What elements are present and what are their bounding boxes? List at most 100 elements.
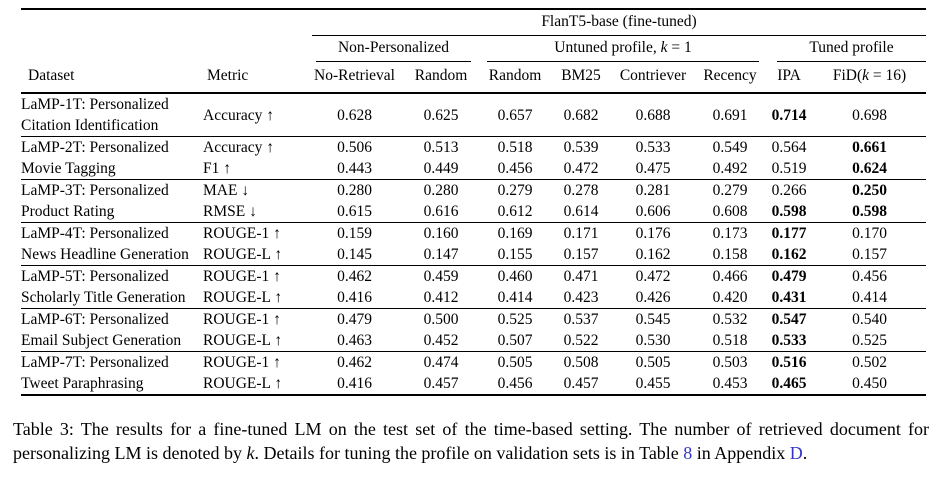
- value-cell: 0.539 0.472: [551, 136, 611, 180]
- value-cell: 0.502 0.450: [813, 351, 926, 395]
- metric-value: 0.456: [497, 160, 533, 177]
- text-part: BM25: [561, 67, 601, 84]
- value-cell: 0.474 0.457: [403, 351, 479, 395]
- appendix-d-link[interactable]: D: [789, 443, 803, 463]
- dataset-name-line: Tweet Paraphrasing: [21, 375, 144, 392]
- metric-value: 0.519: [771, 160, 807, 177]
- metric-value: 0.471: [563, 268, 599, 285]
- text-part: = 1: [667, 39, 692, 56]
- metric-value: 0.606: [635, 203, 671, 220]
- metric-value: 0.522: [563, 332, 599, 349]
- text-part: k: [660, 39, 668, 56]
- table-row: LaMP-7T: Personalized Tweet Paraphrasing R…: [21, 351, 926, 395]
- paper-page: FlanT5-base (fine-tuned) Non-Personalize…: [0, 8, 940, 498]
- metric-value: 0.616: [423, 203, 459, 220]
- metric-value: 0.472: [635, 268, 671, 285]
- metric-value: 0.159: [337, 225, 372, 242]
- table-row: LaMP-1T: Personalized Citation Identifica…: [21, 93, 926, 137]
- value-cell: 0.466 0.420: [695, 265, 765, 309]
- text-part: Table 3: The results for a fine-tuned LM…: [13, 419, 929, 463]
- metric-cell: ROUGE-1 ↑ ROUGE-L ↑: [203, 265, 306, 309]
- value-cell: 0.500 0.452: [403, 308, 479, 352]
- group-header-cell: Untuned profile, k = 1: [479, 36, 765, 62]
- metric-value: 0.530: [635, 332, 671, 349]
- value-cell: 0.506 0.443: [306, 136, 403, 180]
- metric-value: 0.177: [771, 225, 807, 242]
- metric-value: 0.615: [337, 203, 372, 220]
- text-part: No-Retrieval: [314, 67, 395, 84]
- value-cell: 0.462 0.416: [306, 351, 403, 395]
- metric-value: 0.416: [337, 289, 372, 306]
- dataset-cell: LaMP-3T: Personalized Product Rating: [21, 179, 203, 223]
- value-cell: 0.160 0.147: [403, 222, 479, 266]
- corner-spacer: [21, 9, 306, 36]
- metric-value: 0.162: [771, 246, 807, 263]
- metric-value: 0.457: [423, 375, 459, 392]
- text-part: Non-Personalized: [337, 39, 450, 56]
- dataset-name-line: Scholarly Title Generation: [21, 289, 186, 306]
- table-header: FlanT5-base (fine-tuned) Non-Personalize…: [21, 9, 926, 94]
- model-header-row: FlanT5-base (fine-tuned): [21, 9, 926, 36]
- text-part: . Details for tuning the profile on vali…: [254, 443, 684, 463]
- value-cell: 0.513 0.449: [403, 136, 479, 180]
- text-part: Untuned profile,: [554, 39, 661, 56]
- dataset-name-line: LaMP-5T: Personalized: [21, 268, 169, 285]
- metric-value: 0.479: [771, 268, 807, 285]
- dataset-name-line: LaMP-7T: Personalized: [21, 354, 169, 371]
- value-cell: 0.564 0.519: [765, 136, 813, 180]
- metric-cell: Accuracy ↑ F1 ↑: [203, 136, 306, 180]
- metric-value: 0.564: [771, 139, 807, 156]
- metric-label: MAE ↓: [203, 182, 250, 199]
- dataset-cell: LaMP-1T: Personalized Citation Identifica…: [21, 93, 203, 137]
- metric-value: 0.533: [771, 332, 807, 349]
- metric-value: 0.507: [497, 332, 533, 349]
- metric-value: 0.537: [563, 311, 599, 328]
- table-caption: Table 3: The results for a fine-tuned LM…: [13, 417, 929, 465]
- metric-value: 0.598: [852, 203, 887, 220]
- metric-value: 0.462: [337, 354, 372, 371]
- dataset-name-line: LaMP-6T: Personalized: [21, 311, 169, 328]
- metric-value: 0.691: [712, 106, 748, 124]
- metric-value: 0.475: [635, 160, 671, 177]
- value-cell: 0.505 0.456: [479, 351, 551, 395]
- metric-value: 0.505: [635, 354, 671, 371]
- metric-value: 0.280: [337, 182, 372, 199]
- metric-value: 0.492: [712, 160, 748, 177]
- metric-value: 0.158: [712, 246, 748, 263]
- table-8-link[interactable]: 8: [683, 443, 693, 463]
- table-row: LaMP-4T: Personalized News Headline Gener…: [21, 222, 926, 266]
- metric-value: 0.549: [712, 139, 748, 156]
- col-random: Random: [479, 62, 551, 94]
- metric-value: 0.614: [563, 203, 599, 220]
- value-cell: 0.281 0.606: [611, 179, 695, 223]
- metric-value: 0.455: [635, 375, 671, 392]
- dataset-cell: LaMP-6T: Personalized Email Subject Gener…: [21, 308, 203, 352]
- col-bm25: BM25: [551, 62, 611, 94]
- dataset-name-line: Citation Identification: [21, 117, 159, 134]
- value-cell: 0.280 0.615: [306, 179, 403, 223]
- group-header-label: Untuned profile, k = 1: [487, 36, 759, 62]
- metric-value: 0.449: [423, 160, 459, 177]
- dataset-name-line: News Headline Generation: [21, 246, 189, 263]
- value-cell: 0.549 0.492: [695, 136, 765, 180]
- col-dataset: Dataset: [21, 62, 203, 94]
- metric-value: 0.278: [563, 182, 599, 199]
- metric-value: 0.460: [497, 268, 533, 285]
- metric-value: 0.170: [852, 225, 887, 242]
- metric-value: 0.682: [563, 106, 599, 124]
- metric-cell: Accuracy ↑: [203, 93, 306, 137]
- value-cell: 0.250 0.598: [813, 179, 926, 223]
- dataset-name-line: LaMP-4T: Personalized: [21, 225, 169, 242]
- metric-value: 0.474: [423, 354, 459, 371]
- metric-value: 0.176: [635, 225, 671, 242]
- dataset-name-line: Email Subject Generation: [21, 332, 182, 349]
- metric-value: 0.155: [497, 246, 533, 263]
- dataset-name-line: Movie Tagging: [21, 160, 116, 177]
- metric-value: 0.547: [771, 311, 807, 328]
- value-cell: 0.691: [695, 93, 765, 137]
- value-cell: 0.479 0.431: [765, 265, 813, 309]
- col-no-retrieval: No-Retrieval: [306, 62, 403, 94]
- table-row: LaMP-6T: Personalized Email Subject Gener…: [21, 308, 926, 352]
- metric-value: 0.472: [563, 160, 599, 177]
- metric-value: 0.443: [337, 160, 372, 177]
